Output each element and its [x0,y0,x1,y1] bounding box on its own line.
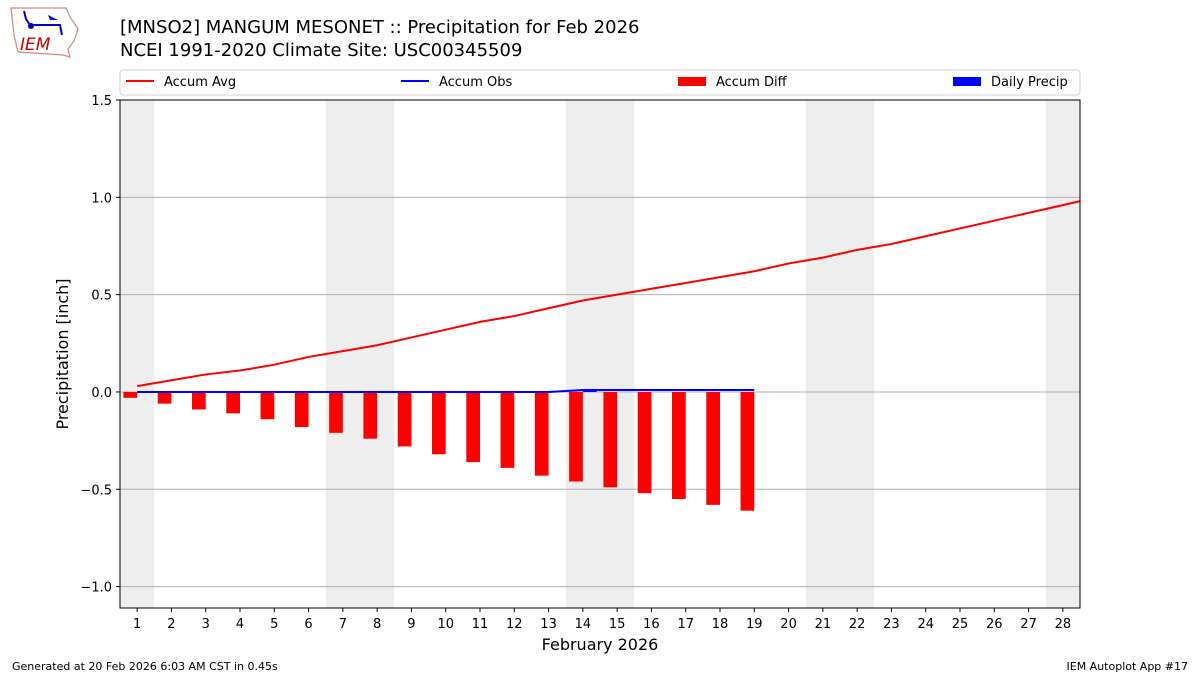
bar-accum-diff [637,391,652,494]
bar-accum-diff [260,391,275,420]
legend-label: Accum Obs [439,75,512,90]
x-tick-label: 24 [917,617,934,632]
legend-label: Accum Avg [164,75,236,90]
x-tick-label: 20 [780,617,797,632]
x-tick-label: 27 [1020,617,1037,632]
bar-accum-diff [569,391,583,482]
weekend-shade [325,100,395,608]
y-tick-label: 0.5 [91,289,112,304]
x-tick-label: 23 [883,617,900,632]
x-tick-label: 22 [849,617,866,632]
x-tick-label: 10 [437,617,454,632]
bar-accum-diff [603,391,618,488]
bar-accum-diff [432,391,446,455]
x-tick-label: 4 [236,617,244,632]
bar-accum-diff [740,391,755,511]
x-tick-label: 5 [270,617,278,632]
app-label: IEM Autoplot App #17 [1066,660,1189,673]
bar-accum-diff [226,391,240,414]
weekend-shade [805,100,875,608]
legend-label: Accum Diff [716,75,788,90]
x-tick-label: 13 [540,617,557,632]
legend-swatch [678,77,706,86]
line-accum-obs [137,389,755,393]
x-tick-label: 14 [575,617,592,632]
y-tick-label: −1.0 [80,581,112,596]
x-tick-label: 1 [133,617,141,632]
x-tick-label: 26 [986,617,1003,632]
line-accum-avg [136,200,1080,388]
x-tick-label: 6 [304,617,312,632]
x-tick-label: 19 [746,617,763,632]
x-tick-label: 12 [506,617,523,632]
bar-accum-diff [397,391,412,447]
bar-accum-diff [157,391,172,404]
x-tick-label: 8 [373,617,381,632]
weekend-shade [565,100,635,608]
svg-text:IEM: IEM [20,35,51,55]
bar-accum-diff [706,391,720,505]
x-tick-label: 9 [407,617,415,632]
y-tick-label: −0.5 [80,483,112,498]
bar-accum-diff [672,391,686,500]
chart-title: [MNSO2] MANGUM MESONET :: Precipitation … [120,17,640,38]
x-tick-label: 3 [202,617,210,632]
x-tick-label: 11 [472,617,489,632]
bar-accum-diff [363,391,378,439]
bar-accum-diff [294,391,309,427]
bar-accum-diff [500,391,515,468]
legend [119,69,1081,96]
bar-accum-diff [534,391,549,476]
x-axis-label: February 2026 [542,635,659,654]
chart-subtitle: NCEI 1991-2020 Climate Site: USC00345509 [120,40,523,61]
bar-accum-diff [192,391,206,410]
x-tick-label: 2 [167,617,175,632]
x-tick-label: 7 [339,617,347,632]
x-tick-label: 18 [712,617,729,632]
weekend-shade [120,100,155,608]
x-tick-label: 25 [952,617,969,632]
legend-label: Daily Precip [991,75,1068,90]
bar-accum-diff [466,391,480,463]
legend-swatch [953,77,981,86]
y-axis-label: Precipitation [inch] [53,278,72,429]
bar-accum-diff [329,391,343,433]
y-tick-label: 0.0 [91,386,112,401]
x-tick-label: 15 [609,617,626,632]
weekend-shade [1045,100,1080,608]
x-tick-label: 21 [815,617,832,632]
bar-accum-diff [123,391,138,398]
x-tick-label: 28 [1055,617,1072,632]
x-tick-label: 16 [643,617,660,632]
plot-frame [119,99,1081,609]
iem-logo: IEM [10,7,79,58]
y-tick-label: 1.0 [91,191,112,206]
x-tick-label: 17 [677,617,694,632]
generated-note: Generated at 20 Feb 2026 6:03 AM CST in … [12,660,278,673]
plot-area [123,200,1080,511]
y-tick-label: 1.5 [91,94,112,109]
